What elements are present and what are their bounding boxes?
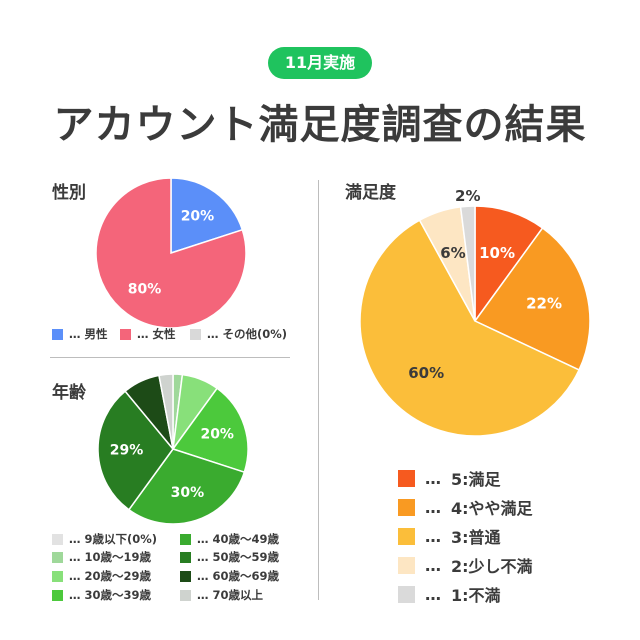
sat-legend-dots-2: … <box>425 526 441 546</box>
sat-slice-2 <box>359 219 581 437</box>
gender-legend-swatch-2 <box>190 328 201 340</box>
age-legend-dots-0: … <box>69 532 81 546</box>
sat-value-label-1: 22% <box>526 294 562 312</box>
sat-value-label-4: 2% <box>455 187 480 205</box>
page-title: アカウント満足度調査の結果 <box>53 102 587 148</box>
sat-legend-item-2: … 3:普通 <box>398 524 501 548</box>
age-legend-item-1: … 10歳～19歳 <box>52 549 151 565</box>
sat-legend-dots-1: … <box>425 497 441 517</box>
age-legend-swatch-4 <box>180 533 191 545</box>
gender-legend-item-1: … 女性 <box>120 326 176 342</box>
age-legend-item-7: … 70歳以上 <box>180 587 263 603</box>
gender-legend-item-0: … 男性 <box>52 326 108 342</box>
age-legend-swatch-3 <box>52 589 63 601</box>
sat-legend-dots-0: … <box>425 468 441 488</box>
gender-value-label-1: 80% <box>128 281 162 297</box>
age-value-label-4: 30% <box>171 485 205 501</box>
age-legend-swatch-1 <box>52 551 63 563</box>
age-legend-item-2: … 20歳～29歳 <box>52 568 151 584</box>
satisfaction-chart-title: 満足度 <box>345 183 396 203</box>
sat-legend-label-1: 4:やや満足 <box>451 499 533 518</box>
column-divider <box>318 180 319 600</box>
sat-legend-dots-4: … <box>425 584 441 604</box>
age-legend-item-4: … 40歳～49歳 <box>180 531 279 547</box>
sat-legend-item-4: … 1:不満 <box>398 582 501 606</box>
age-legend-label-1: 10歳～19歳 <box>84 550 152 564</box>
age-legend-dots-3: … <box>69 588 81 602</box>
age-slice-7 <box>158 373 174 450</box>
age-legend-dots-4: … <box>197 532 209 546</box>
sat-value-label-0: 10% <box>479 244 515 262</box>
sat-slice-0 <box>474 205 544 324</box>
age-legend-dots-2: … <box>69 569 81 583</box>
age-legend-label-6: 60歳～69歳 <box>212 569 280 583</box>
age-legend-dots-7: … <box>197 588 209 602</box>
sat-legend-swatch-2 <box>398 527 415 545</box>
sat-value-label-3: 6% <box>440 244 465 262</box>
sat-legend-label-3: 2:少し不満 <box>451 557 533 576</box>
gender-legend-dots-1: … <box>137 327 149 341</box>
section-divider <box>50 357 290 358</box>
age-legend-item-6: … 60歳～69歳 <box>180 568 279 584</box>
gender-legend-swatch-1 <box>120 328 131 340</box>
age-legend-dots-6: … <box>197 569 209 583</box>
age-legend-label-2: 20歳～29歳 <box>84 569 152 583</box>
age-legend-item-3: … 30歳～39歳 <box>52 587 151 603</box>
date-badge: 11月実施 <box>268 47 372 79</box>
age-legend-swatch-6 <box>180 570 191 582</box>
gender-legend-item-2: … その他(0%) <box>190 326 287 342</box>
sat-legend-item-1: … 4:やや満足 <box>398 495 533 519</box>
sat-legend-swatch-0 <box>398 469 415 487</box>
age-legend-swatch-7 <box>180 589 191 601</box>
sat-legend-label-0: 5:満足 <box>451 470 501 489</box>
sat-value-label-2: 60% <box>408 364 444 382</box>
gender-value-label-0: 20% <box>181 209 215 225</box>
age-slice-4 <box>127 448 246 525</box>
age-pie-chart: 20% 30% 29% <box>97 373 249 525</box>
age-legend-label-3: 30歳～39歳 <box>84 588 152 602</box>
age-legend-label-5: 50歳～59歳 <box>212 550 280 564</box>
age-legend-item-0: … 9歳以下(0%) <box>52 531 157 547</box>
gender-chart-title: 性別 <box>52 183 86 203</box>
gender-legend-dots-0: … <box>69 327 81 341</box>
sat-legend-label-2: 3:普通 <box>451 528 501 547</box>
age-legend-swatch-0 <box>52 533 63 545</box>
age-legend-swatch-2 <box>52 570 63 582</box>
sat-legend-swatch-3 <box>398 556 415 574</box>
age-legend-item-5: … 50歳～59歳 <box>180 549 279 565</box>
age-legend-dots-5: … <box>197 550 209 564</box>
gender-legend-label-2: その他(0%) <box>222 327 288 341</box>
gender-legend-label-0: 男性 <box>84 327 108 341</box>
age-legend-label-4: 40歳～49歳 <box>212 532 280 546</box>
age-slice-3 <box>171 387 249 474</box>
gender-legend-dots-2: … <box>207 327 219 341</box>
gender-legend-swatch-0 <box>52 328 63 340</box>
age-value-label-3: 20% <box>200 427 234 443</box>
age-legend-swatch-5 <box>180 551 191 563</box>
sat-slice-4 <box>459 205 476 322</box>
sat-legend-label-4: 1:不満 <box>451 586 501 605</box>
gender-slice-0 <box>170 177 244 255</box>
age-legend-label-0: 9歳以下(0%) <box>84 532 158 546</box>
age-value-label-5: 29% <box>110 442 144 458</box>
gender-pie-chart: 20% 80% <box>95 177 247 329</box>
gender-legend-label-1: 女性 <box>152 327 176 341</box>
satisfaction-pie-chart: 10% 22% 60% 6% 2% <box>359 187 591 437</box>
sat-legend-swatch-1 <box>398 498 415 516</box>
age-slice-5 <box>97 390 174 511</box>
age-legend-dots-1: … <box>69 550 81 564</box>
age-chart-title: 年齢 <box>52 383 86 403</box>
sat-legend-dots-3: … <box>425 555 441 575</box>
sat-legend-item-3: … 2:少し不満 <box>398 553 533 577</box>
gender-slice-1 <box>95 177 247 329</box>
age-legend-label-7: 70歳以上 <box>212 588 264 602</box>
sat-legend-swatch-4 <box>398 585 415 603</box>
sat-legend-item-0: … 5:満足 <box>398 466 501 490</box>
